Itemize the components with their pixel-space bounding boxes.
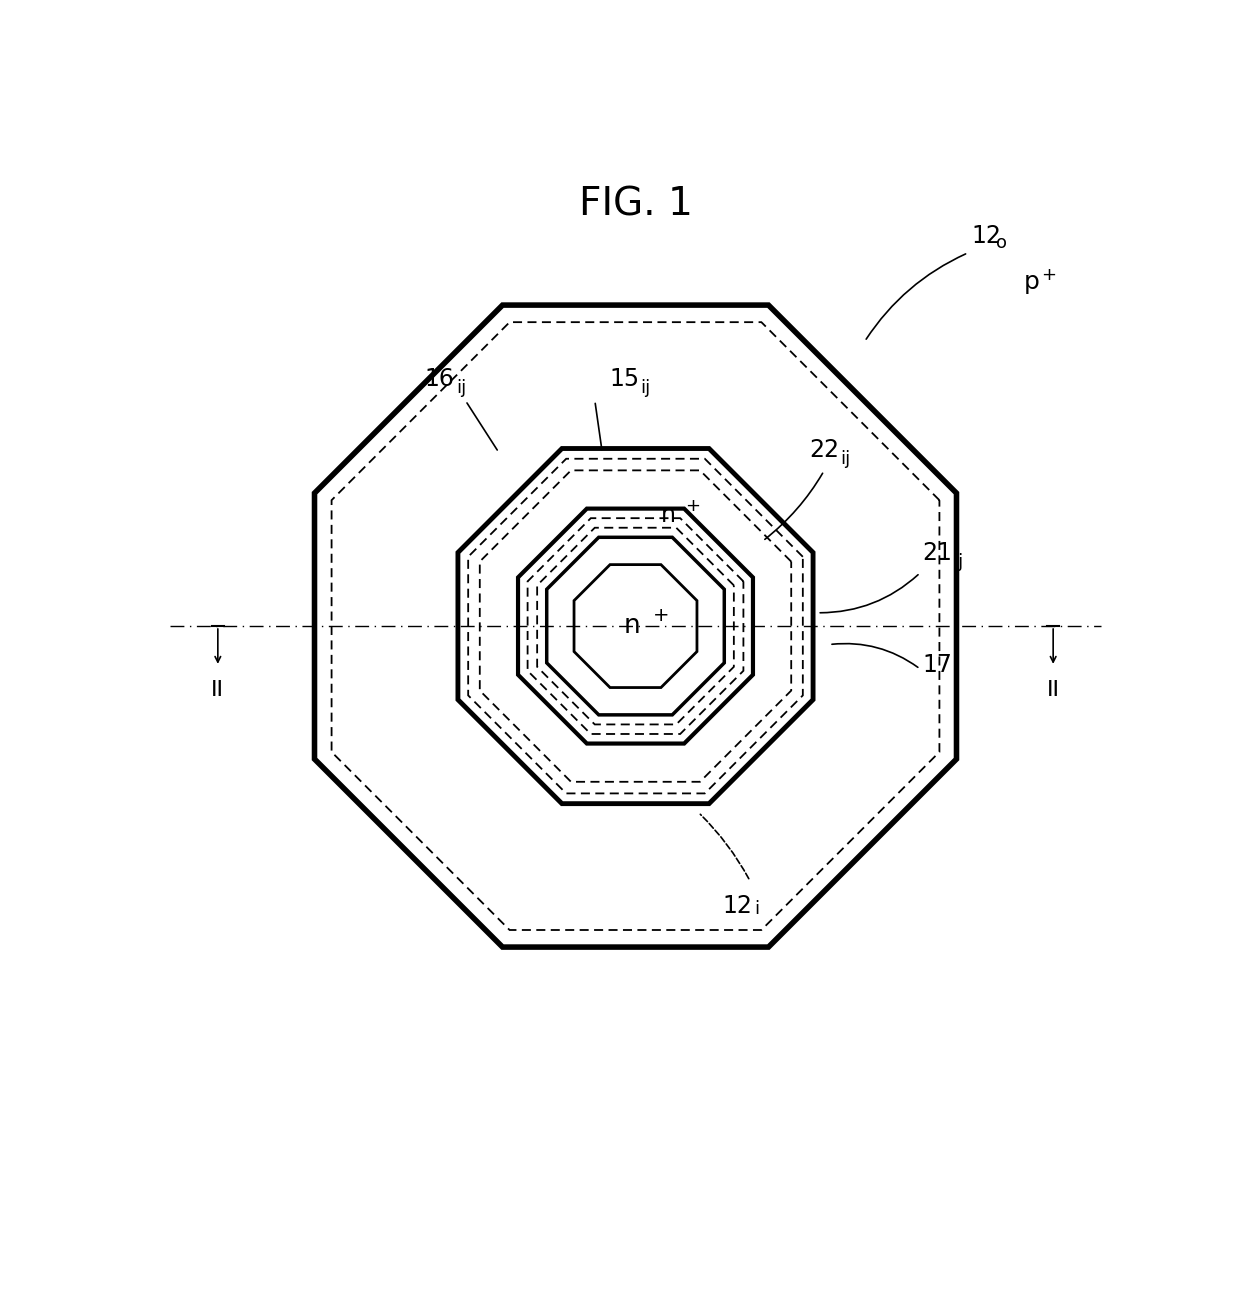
Text: ij: ij xyxy=(954,554,963,572)
Text: 21: 21 xyxy=(923,541,952,565)
Text: p: p xyxy=(1023,270,1039,294)
Text: 12: 12 xyxy=(972,223,1002,248)
Text: II: II xyxy=(211,680,224,700)
Text: o: o xyxy=(996,234,1007,252)
Text: +: + xyxy=(652,607,670,625)
Text: FIG. 1: FIG. 1 xyxy=(579,186,692,223)
Text: 22: 22 xyxy=(810,438,839,462)
Text: n: n xyxy=(624,613,640,639)
Text: ij: ij xyxy=(641,380,651,396)
Text: 12: 12 xyxy=(723,893,753,918)
Text: ij: ij xyxy=(456,380,466,396)
Text: +: + xyxy=(1042,266,1056,284)
Text: n: n xyxy=(661,503,676,527)
Text: ij: ij xyxy=(841,449,851,467)
Text: II: II xyxy=(1047,680,1060,700)
Text: i: i xyxy=(754,900,759,918)
Text: 15: 15 xyxy=(610,367,640,391)
Text: 17: 17 xyxy=(923,652,952,676)
Text: 16: 16 xyxy=(425,367,455,391)
Text: +: + xyxy=(684,497,701,515)
